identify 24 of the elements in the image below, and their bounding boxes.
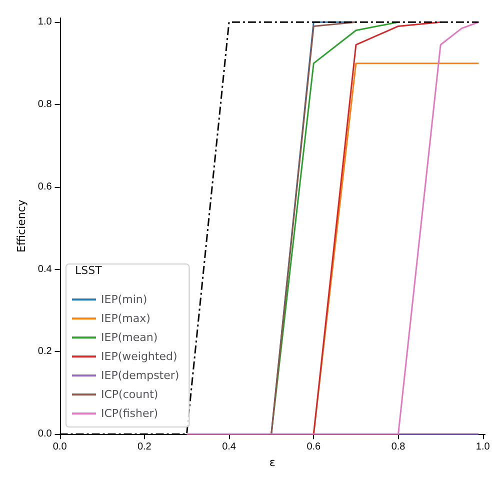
y-axis-title: Efficiency (15, 199, 28, 253)
y-tick-label: 1.0 (38, 16, 52, 28)
x-tick-label: 0.2 (137, 442, 152, 453)
legend-label: IEP(max) (101, 312, 150, 325)
y-tick-label: 0.8 (38, 99, 52, 110)
x-tick-label: 0.8 (391, 442, 406, 453)
y-tick-label: 0.0 (38, 428, 52, 440)
legend-label: IEP(weighted) (101, 350, 178, 363)
x-tick-label: 0.0 (52, 442, 68, 453)
line-series (186, 21, 480, 435)
legend-label: IEP(mean) (101, 331, 158, 344)
legend-label: ICP(count) (101, 388, 158, 401)
x-tick-label: 0.4 (222, 442, 236, 453)
legend-title: LSST (75, 264, 102, 277)
x-tick-label: 1.0 (476, 442, 490, 453)
x-axis-title: ε (269, 456, 276, 469)
y-tick-label: 0.2 (38, 346, 52, 358)
legend-label: IEP(dempster) (101, 369, 180, 382)
y-tick-label: 0.6 (38, 181, 52, 192)
line-series (312, 21, 442, 435)
legend-label: IEP(min) (101, 293, 148, 306)
legend-label: ICP(fisher) (101, 407, 158, 420)
x-tick-label: 0.6 (306, 442, 322, 453)
y-tick-label: 0.4 (38, 264, 52, 275)
